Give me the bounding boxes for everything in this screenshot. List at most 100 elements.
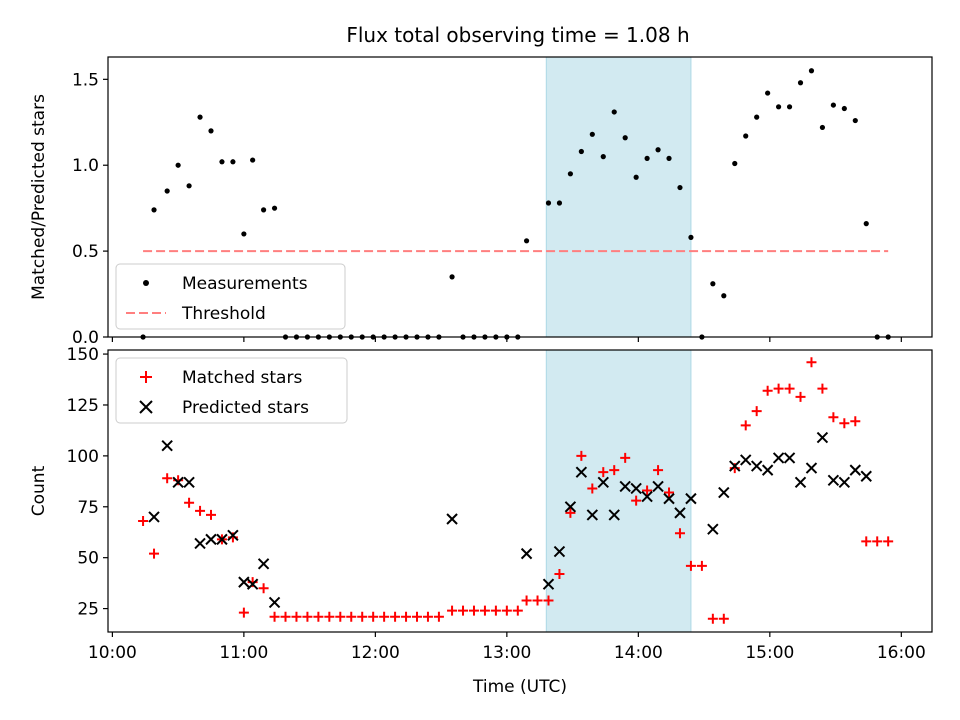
- matched-stars-point: [501, 605, 512, 616]
- matched-stars-point: [751, 406, 762, 417]
- matched-stars-point: [490, 605, 501, 616]
- matched-stars-point: [828, 412, 839, 423]
- measurement-point: [523, 238, 530, 244]
- matched-stars-point: [447, 605, 458, 616]
- matched-stars-point: [806, 357, 817, 368]
- y-tick-label: 125: [67, 396, 99, 416]
- predicted-stars-point: [268, 596, 281, 609]
- measurement-point: [666, 155, 672, 161]
- measurement-point: [164, 188, 170, 194]
- measurement-point: [863, 221, 869, 227]
- measurement-point: [622, 135, 628, 141]
- matched-stars-point: [458, 605, 469, 616]
- predicted-stars-point: [816, 431, 829, 444]
- bottom-panel: 25 50 75 100 125 150 10:00 11:00 12:00 13:00 14:00…: [29, 345, 933, 697]
- y-tick-label: 75: [77, 498, 99, 518]
- legend: Matched stars Predicted stars: [115, 357, 348, 424]
- matched-stars-point: [422, 611, 433, 622]
- measurement-point: [786, 104, 793, 110]
- matched-stars-point: [512, 605, 523, 616]
- predicted-stars-point: [542, 578, 555, 590]
- measurement-point: [754, 114, 760, 120]
- matched-stars-point: [664, 487, 675, 498]
- top-panel: 0.0 0.5 1.0 1.5 Matched/Predicted stars Measu…: [29, 56, 933, 348]
- matched-stars-point: [195, 505, 206, 516]
- predicted-stars-point: [619, 480, 631, 493]
- matched-stars-point: [412, 611, 422, 622]
- legend-predicted-swatch: [139, 400, 153, 414]
- y-axis-label: Count: [29, 465, 49, 516]
- matched-stars-point: [227, 532, 238, 543]
- predicted-stars-point: [718, 486, 730, 499]
- legend-label: Measurements: [182, 274, 308, 294]
- measurement-point: [721, 293, 727, 299]
- predicted-stars-point: [838, 476, 851, 489]
- x-tick-label: 16:00: [877, 643, 926, 663]
- measurement-point: [567, 171, 574, 177]
- predicted-stars-point: [246, 578, 259, 590]
- matched-stars-point: [149, 548, 160, 559]
- x-tick-label: 12:00: [351, 643, 400, 663]
- matched-stars-point: [433, 611, 444, 622]
- measurement-point: [688, 234, 694, 240]
- predicted-stars-point: [641, 490, 653, 503]
- predicted-stars-point: [257, 558, 270, 570]
- predicted-stars-point: [148, 511, 160, 523]
- series-predicted-stars: [148, 431, 872, 609]
- matched-stars-point: [390, 611, 401, 622]
- predicted-stars-point: [827, 474, 840, 487]
- legend: Measurements Threshold: [115, 263, 346, 330]
- matched-stars-point: [565, 507, 576, 518]
- predicted-stars-point: [761, 464, 774, 476]
- predicted-stars-point: [564, 501, 577, 513]
- predicted-stars-point: [161, 439, 173, 452]
- plot-frame: [107, 349, 933, 633]
- y-tick-label: 1.5: [72, 70, 99, 90]
- x-tick-label: 10:00: [88, 643, 137, 663]
- predicted-stars-point: [783, 452, 796, 464]
- predicted-stars-point: [663, 492, 675, 505]
- measurement-point: [151, 207, 157, 213]
- matched-stars-point: [302, 611, 313, 622]
- measurement-point: [633, 174, 639, 180]
- matched-stars-point: [379, 611, 390, 622]
- y-tick-label: 25: [77, 600, 99, 620]
- matched-stars-point: [173, 475, 184, 486]
- predicted-stars-point: [553, 545, 566, 558]
- predicted-stars-point: [652, 480, 664, 493]
- x-tick-label: 11:00: [219, 643, 268, 663]
- measurement-point: [677, 184, 683, 191]
- matched-stars-point: [872, 536, 883, 547]
- predicted-stars-point: [608, 509, 620, 521]
- measurement-point: [241, 231, 247, 237]
- measurement-point: [600, 154, 606, 160]
- predicted-stars-point: [597, 476, 609, 489]
- predicted-stars-point: [805, 462, 818, 474]
- predicted-stars-point: [183, 476, 195, 489]
- measurement-point: [732, 160, 738, 167]
- predicted-stars-point: [685, 492, 697, 505]
- matched-stars-point: [269, 611, 280, 622]
- x-tick-label: 13:00: [482, 643, 531, 663]
- measurement-point: [556, 200, 563, 206]
- matched-stars-point: [839, 418, 850, 429]
- matched-stars-point: [357, 611, 368, 622]
- measurement-point: [611, 109, 617, 115]
- matched-stars-point: [162, 473, 173, 484]
- matched-stars-point: [718, 613, 729, 624]
- x-axis-label: Time (UTC): [472, 677, 567, 697]
- measurement-point: [841, 105, 847, 112]
- measurement-point: [260, 207, 267, 213]
- measurement-point: [743, 133, 749, 139]
- measurement-point: [710, 281, 716, 287]
- measurement-point: [797, 80, 804, 86]
- matched-stars-point: [762, 385, 773, 396]
- legend-box: [115, 357, 348, 424]
- x-tick-label: 14:00: [614, 643, 663, 663]
- matched-stars-point: [883, 536, 894, 547]
- measurement-point: [449, 274, 455, 280]
- measurement-point: [655, 147, 661, 153]
- matched-stars-point: [247, 577, 258, 588]
- matched-stars-point: [817, 383, 828, 394]
- measurement-point: [219, 159, 225, 165]
